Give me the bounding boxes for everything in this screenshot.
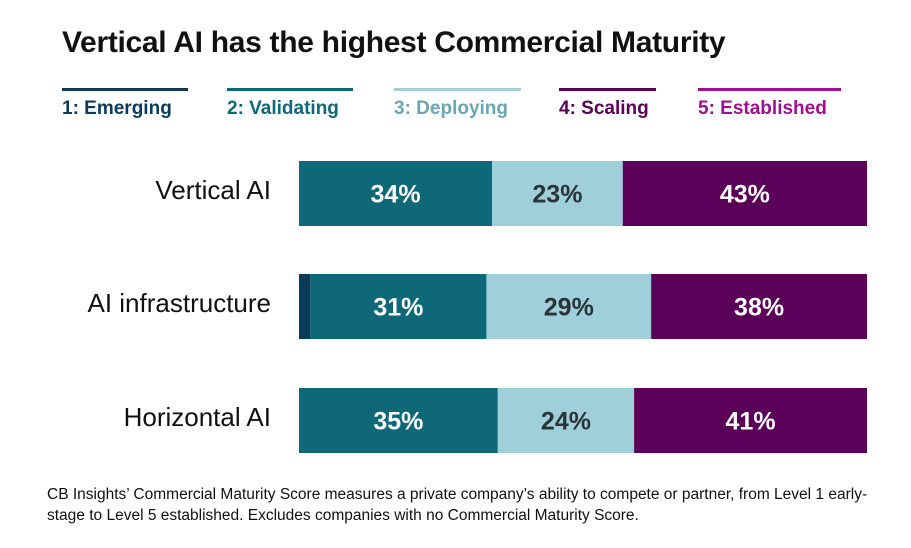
category-label-vertical-ai: Vertical AI [155,175,271,205]
category-label-horizontal-ai: Horizontal AI [123,402,271,432]
data-label: 43% [720,181,770,209]
legend-swatch [698,88,841,91]
legend-label: 2: Validating [227,98,339,119]
bar-segment-validating [310,274,487,339]
legend-label: 5: Established [698,98,827,119]
bar-row-ai-infrastructure: 31% 29% 38% [299,274,867,339]
bar-segment-scaling [634,388,867,453]
bar-segment-emerging [299,274,311,339]
legend-label: 3: Deploying [394,98,509,119]
bar-segment-validating [299,161,493,226]
legend-swatch [62,88,188,91]
data-label: 35% [373,408,423,436]
legend-item-deploying: 3: Deploying [394,88,521,128]
chart-title: Vertical AI has the highest Commercial M… [62,26,726,59]
bar-segment-deploying [486,274,652,339]
data-label: 31% [373,294,423,322]
data-label: 38% [734,294,784,322]
bar-segment-scaling [622,161,867,226]
legend-swatch [394,88,521,91]
bar-row-horizontal-ai: 35% 24% 41% [299,388,867,453]
legend-label: 4: Scaling [559,98,649,119]
legend-swatch [227,88,353,91]
data-label: 23% [532,181,582,209]
legend-item-validating: 2: Validating [227,88,353,128]
data-label: 29% [544,294,594,322]
bar-row-vertical-ai: 34% 23% 43% [299,161,867,226]
legend-swatch [559,88,656,91]
bar-segment-deploying [497,388,635,453]
bar-segment-validating [299,388,498,453]
category-label-ai-infrastructure: AI infrastructure [87,288,271,318]
data-label: 34% [371,181,421,209]
bar-segment-scaling [651,274,867,339]
legend-label: 1: Emerging [62,98,172,119]
legend-item-emerging: 1: Emerging [62,88,188,128]
data-label: 24% [541,408,591,436]
bar-segment-deploying [492,161,623,226]
legend-item-established: 5: Established [698,88,841,128]
data-label: 41% [726,408,776,436]
footnote: CB Insights’ Commercial Maturity Score m… [47,486,868,524]
legend-item-scaling: 4: Scaling [559,88,656,128]
